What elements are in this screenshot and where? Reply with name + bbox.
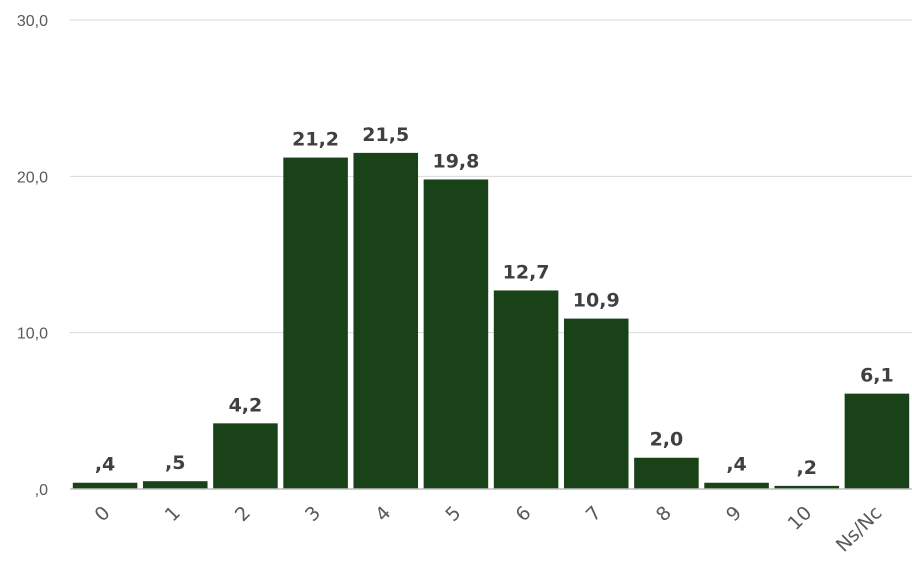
gridlines [70,19,912,334]
data-label: 6,1 [860,365,894,387]
y-tick-label: 30,0 [17,13,48,30]
y-tick-label: 20,0 [17,169,48,186]
x-axis-ticks: 0 1 2 3 4 5 6 7 8 9 10 Ns/Nc [91,502,887,557]
bar [213,423,278,489]
data-label: 4,2 [229,394,263,416]
data-label: 10,9 [573,290,620,312]
x-tick-label: 6 [512,502,536,526]
data-label: 21,5 [362,124,409,146]
y-tick-label: ,0 [35,482,48,499]
x-tick-label: 1 [161,502,185,526]
bars [72,152,910,489]
data-label: 21,2 [292,129,339,151]
data-label: 19,8 [432,150,479,172]
data-label: 12,7 [503,261,550,283]
bar [423,179,489,489]
data-label: ,4 [726,454,746,476]
bar [72,482,138,489]
bar [283,157,348,489]
y-tick-label: 10,0 [17,326,48,343]
data-label: ,4 [95,454,115,476]
x-tick-label: 9 [722,502,746,526]
y-axis-ticks: ,0 10,0 20,0 30,0 [17,13,48,499]
x-tick-label: 4 [371,502,395,526]
x-tick-label: 7 [582,502,606,526]
x-tick-label: Ns/Nc [832,502,887,557]
bar [844,393,910,489]
bar [704,482,769,489]
bar [563,318,629,489]
bar [774,485,840,489]
x-tick-label: 10 [784,502,817,535]
data-labels: ,4 ,5 4,2 21,2 21,5 19,8 12,7 10,9 2,0 ,4 ,2 6,1 [95,124,894,479]
bar [493,290,559,489]
data-label: 2,0 [650,429,684,451]
bar [634,457,699,489]
x-tick-label: 8 [652,502,676,526]
data-label: ,5 [165,452,185,474]
x-tick-label: 0 [91,502,115,526]
bar [353,152,419,489]
x-tick-label: 2 [231,502,255,526]
x-tick-label: 3 [301,502,325,526]
data-label: ,2 [797,457,817,479]
bar [142,481,208,489]
x-tick-label: 5 [441,502,465,526]
